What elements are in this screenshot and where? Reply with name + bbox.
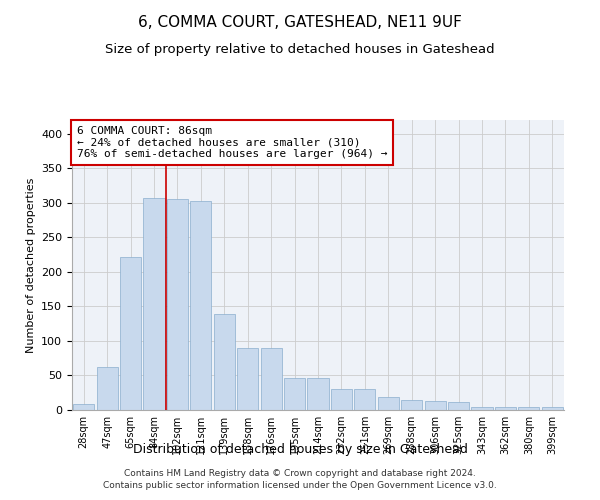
Bar [260, 348, 281, 410]
Bar [401, 400, 422, 410]
Bar [97, 366, 118, 410]
Bar [214, 314, 235, 410]
Bar [331, 390, 352, 410]
Text: Distribution of detached houses by size in Gateshead: Distribution of detached houses by size … [133, 442, 467, 456]
Bar [542, 407, 563, 410]
Y-axis label: Number of detached properties: Number of detached properties [26, 178, 35, 352]
Bar [425, 401, 446, 410]
Text: 6, COMMA COURT, GATESHEAD, NE11 9UF: 6, COMMA COURT, GATESHEAD, NE11 9UF [138, 15, 462, 30]
Text: Contains HM Land Registry data © Crown copyright and database right 2024.
Contai: Contains HM Land Registry data © Crown c… [103, 468, 497, 490]
Bar [284, 378, 305, 410]
Bar [518, 406, 539, 410]
Bar [190, 202, 211, 410]
Bar [167, 200, 188, 410]
Text: 6 COMMA COURT: 86sqm
← 24% of detached houses are smaller (310)
76% of semi-deta: 6 COMMA COURT: 86sqm ← 24% of detached h… [77, 126, 388, 159]
Bar [120, 256, 141, 410]
Bar [143, 198, 164, 410]
Bar [355, 390, 376, 410]
Text: Size of property relative to detached houses in Gateshead: Size of property relative to detached ho… [105, 42, 495, 56]
Bar [237, 348, 258, 410]
Bar [495, 406, 516, 410]
Bar [448, 402, 469, 410]
Bar [73, 404, 94, 410]
Bar [307, 378, 329, 410]
Bar [472, 406, 493, 410]
Bar [378, 397, 399, 410]
